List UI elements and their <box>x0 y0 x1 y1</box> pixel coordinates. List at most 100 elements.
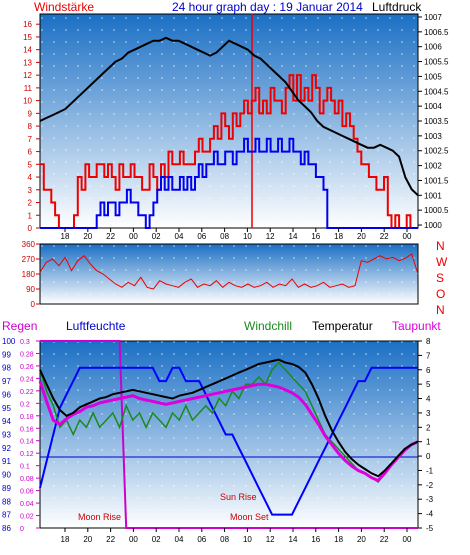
climate-x-tick-label: 08 <box>220 535 229 544</box>
wind-left-tick-label: 11 <box>24 84 33 93</box>
rain-tick-label: 0.16 <box>20 426 34 433</box>
wind-x-tick-label: 08 <box>220 232 229 241</box>
rain-line <box>40 340 418 529</box>
wind-bars <box>40 74 418 229</box>
rain-tick-label: 0.28 <box>20 351 34 358</box>
pressure-tick-label: 1006 <box>424 43 442 52</box>
humidity-tick-label: 100 <box>2 337 16 346</box>
wind-x-tick-label: 02 <box>152 232 161 241</box>
climate-x-tick-label: 00 <box>403 535 412 544</box>
direction-tick-label: 360 <box>22 240 36 249</box>
climate-x-tick-label: 22 <box>106 535 115 544</box>
humidity-tick-label: 97 <box>2 377 11 386</box>
wind-x-tick-label: 06 <box>197 232 206 241</box>
wind-left-tick-label: 3 <box>28 186 33 195</box>
climate-x-tick-label: 14 <box>289 535 298 544</box>
wind-left-tick-label: 16 <box>23 20 32 29</box>
temperature-tick-label: 8 <box>426 337 431 346</box>
humidity-tick-label: 86 <box>2 524 11 533</box>
temperature-tick-label: -5 <box>426 524 434 533</box>
climate-x-tick-label: 04 <box>175 535 184 544</box>
wind-left-tick-label: 8 <box>28 122 33 131</box>
temperature-tick-label: 2 <box>426 423 431 432</box>
wind-left-tick-label: 9 <box>28 109 33 118</box>
pressure-tick-label: 1000.5 <box>424 206 449 215</box>
wind-x-tick-label: 20 <box>357 232 366 241</box>
wind-x-tick-label: 18 <box>334 232 343 241</box>
wind-plot-dots <box>40 14 418 228</box>
pressure-tick-label: 1005 <box>424 72 442 81</box>
temperature-tick-label: 0 <box>426 452 431 461</box>
compass-label: O <box>436 287 445 301</box>
rain-tick-label: 0 <box>20 526 24 533</box>
wind-x-tick-label: 04 <box>175 232 184 241</box>
legend-rain: Regen <box>2 319 37 333</box>
wind-left-tick-label: 12 <box>23 71 32 80</box>
rain-tick-label: 0.22 <box>20 389 34 396</box>
climate-x-tick-label: 18 <box>61 535 70 544</box>
wind-x-tick-label: 00 <box>403 232 412 241</box>
pressure-tick-label: 1000 <box>424 221 442 230</box>
wind-left-tick-label: 7 <box>28 135 33 144</box>
temperature-tick-label: 6 <box>426 366 431 375</box>
humidity-tick-label: 98 <box>2 364 11 373</box>
temperature-axis: -5 -4 -3 -2 -1 0 1 2 3 4 5 6 7 8 <box>418 337 434 533</box>
pressure-right-axis: 1000 1000.5 1001 1001.5 1002 1002.5 1003 1003.5… <box>418 13 449 230</box>
temperature-tick-label: 7 <box>426 351 431 360</box>
humidity-tick-label: 90 <box>2 471 11 480</box>
wind-x-tick-label: 00 <box>129 232 138 241</box>
pressure-tick-label: 1003 <box>424 132 442 141</box>
pressure-tick-label: 1007 <box>424 13 442 22</box>
compass-label: N <box>436 239 445 253</box>
climate-x-tick-label: 12 <box>266 535 275 544</box>
humidity-tick-label: 99 <box>2 350 11 359</box>
pressure-tick-label: 1001.5 <box>424 176 449 185</box>
compass-label: N <box>436 303 445 317</box>
temperature-tick-label: -3 <box>426 495 434 504</box>
wind-x-tick-label: 18 <box>61 232 70 241</box>
rain-tick-label: 0.08 <box>20 476 34 483</box>
wind-left-tick-label: 5 <box>28 160 33 169</box>
legend-temperature: Temperatur <box>312 319 373 333</box>
direction-plot-dots <box>40 244 418 304</box>
pressure-tick-label: 1004 <box>424 102 442 111</box>
sun-rise-label: Sun Rise <box>220 492 257 502</box>
climate-x-tick-label: 22 <box>380 535 389 544</box>
humidity-tick-label: 93 <box>2 431 11 440</box>
wind-x-tick-label: 22 <box>106 232 115 241</box>
pressure-tick-label: 1004.5 <box>424 87 449 96</box>
rain-tick-label: 0.14 <box>20 439 34 446</box>
rain-tick-label: 0.1 <box>20 464 30 471</box>
temperature-tick-label: 3 <box>426 409 431 418</box>
compass-label: W <box>436 255 448 269</box>
wind-x-tick-label: 22 <box>380 232 389 241</box>
wind-x-axis: 18 20 22 00 02 04 06 08 10 12 14 16 18 20 22 00 <box>61 228 412 241</box>
humidity-tick-label: 89 <box>2 484 11 493</box>
climate-x-tick-label: 18 <box>334 535 343 544</box>
pressure-tick-label: 1002 <box>424 162 442 171</box>
gust-step <box>40 137 418 229</box>
climate-x-tick-label: 20 <box>357 535 366 544</box>
rain-tick-label: 0.2 <box>20 401 30 408</box>
pressure-tick-label: 1002.5 <box>424 147 449 156</box>
pressure-axis-title: Luftdruck <box>372 0 422 14</box>
temperature-tick-label: 1 <box>426 438 431 447</box>
climate-x-axis: 18 20 22 00 02 04 06 08 10 12 14 16 18 20 22 00 <box>61 528 412 544</box>
pressure-tick-label: 1001 <box>424 191 442 200</box>
temperature-tick-label: -4 <box>426 510 434 519</box>
rain-tick-label: 0.04 <box>20 501 34 508</box>
legend-windchill: Windchill <box>244 319 292 333</box>
temperature-tick-label: -2 <box>426 481 434 490</box>
wind-x-tick-label: 10 <box>243 232 252 241</box>
humidity-axis: 86 87 88 89 90 91 92 93 94 95 96 97 98 99 100 <box>2 337 16 533</box>
wind-x-tick-label: 16 <box>311 232 320 241</box>
wind-left-tick-label: 10 <box>23 97 32 106</box>
pressure-line <box>39 36 419 197</box>
pressure-tick-label: 1006.5 <box>424 28 449 37</box>
